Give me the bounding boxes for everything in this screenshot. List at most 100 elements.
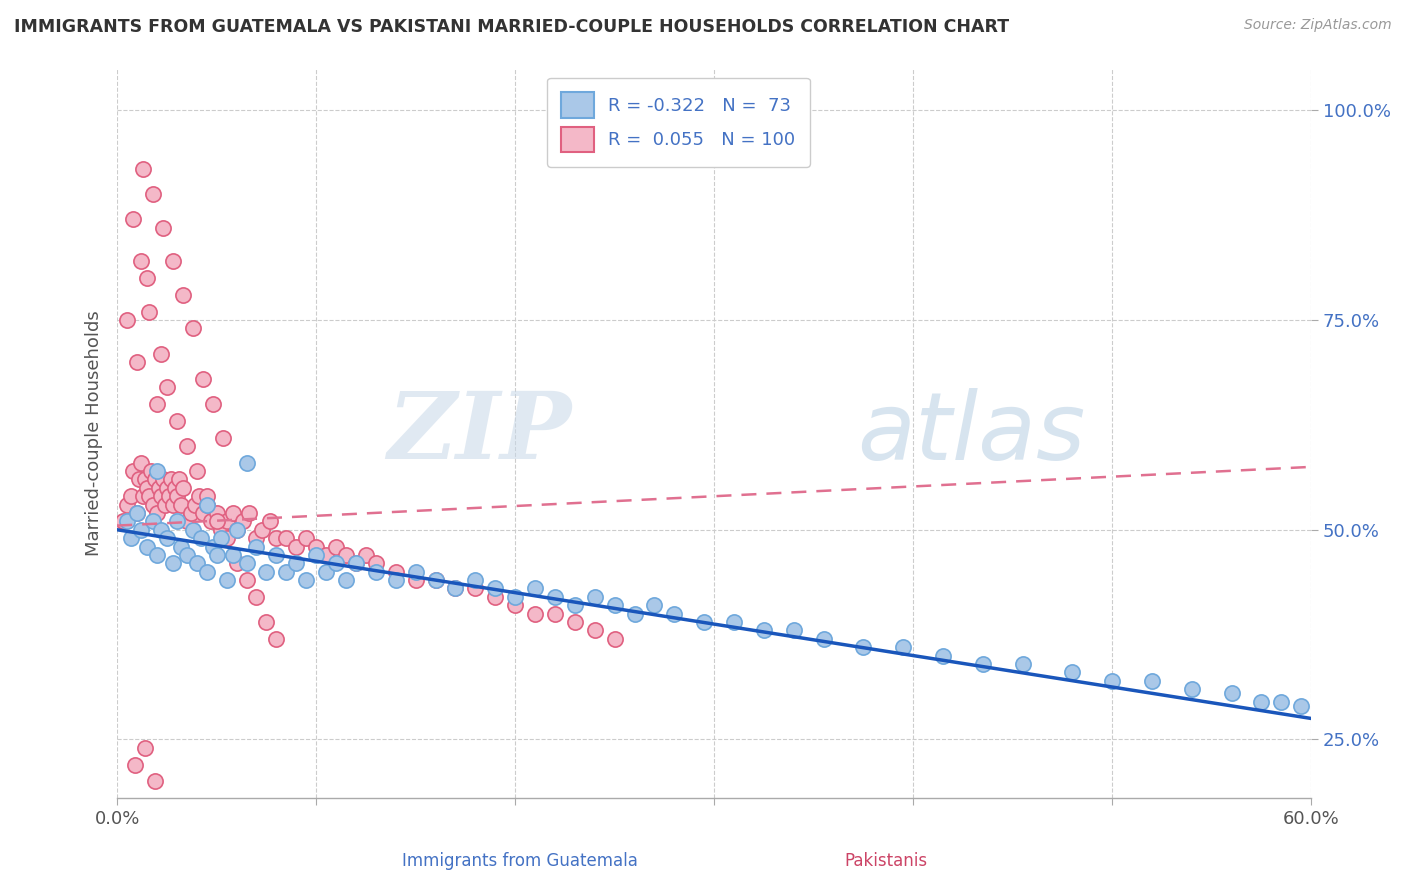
Point <box>1062 665 1084 680</box>
Point <box>221 506 243 520</box>
Point <box>225 557 247 571</box>
Point <box>201 540 224 554</box>
Point <box>295 531 318 545</box>
Point <box>146 464 169 478</box>
Point <box>211 430 233 444</box>
Point <box>136 271 159 285</box>
Point <box>166 489 188 503</box>
Point <box>285 557 308 571</box>
Point <box>115 515 138 529</box>
Point <box>364 565 387 579</box>
Point <box>1289 698 1312 713</box>
Point <box>156 380 179 394</box>
Point <box>221 548 243 562</box>
Point <box>191 506 214 520</box>
Point <box>142 515 165 529</box>
Point <box>127 506 149 520</box>
Point <box>176 515 198 529</box>
Point <box>385 573 408 587</box>
Point <box>752 624 775 638</box>
Point <box>172 288 194 302</box>
Point <box>664 607 686 621</box>
Point <box>172 481 194 495</box>
Point <box>335 548 357 562</box>
Point <box>181 321 204 335</box>
Point <box>295 573 318 587</box>
Point <box>195 489 218 503</box>
Point <box>405 565 427 579</box>
Point <box>484 582 506 596</box>
Point <box>503 599 526 613</box>
Point <box>544 590 567 604</box>
Point <box>149 489 172 503</box>
Point <box>583 590 606 604</box>
Point <box>235 573 257 587</box>
Point <box>238 506 260 520</box>
Point <box>256 615 278 629</box>
Point <box>142 187 165 202</box>
Point <box>170 498 193 512</box>
Point <box>176 548 198 562</box>
Text: Immigrants from Guatemala: Immigrants from Guatemala <box>402 852 638 870</box>
Point <box>132 162 155 177</box>
Point <box>181 523 204 537</box>
Point <box>205 515 228 529</box>
Point <box>186 464 208 478</box>
Point <box>200 515 222 529</box>
Point <box>115 498 138 512</box>
Point <box>266 548 288 562</box>
Point <box>364 557 387 571</box>
Point <box>385 565 408 579</box>
Point <box>156 531 179 545</box>
Point <box>146 548 169 562</box>
Point <box>180 506 202 520</box>
Point <box>201 397 224 411</box>
Point <box>146 397 169 411</box>
Point <box>276 565 298 579</box>
Point <box>215 573 238 587</box>
Point <box>139 464 162 478</box>
Point <box>256 565 278 579</box>
Point <box>167 473 190 487</box>
Point <box>209 531 232 545</box>
Y-axis label: Married-couple Households: Married-couple Households <box>86 310 103 557</box>
Point <box>723 615 745 629</box>
Point <box>972 657 994 671</box>
Point <box>112 515 135 529</box>
Point <box>195 565 218 579</box>
Point <box>205 548 228 562</box>
Point <box>783 624 806 638</box>
Point <box>354 548 377 562</box>
Point <box>195 498 218 512</box>
Point <box>245 590 267 604</box>
Point <box>932 648 955 663</box>
Point <box>1140 673 1163 688</box>
Point <box>170 540 193 554</box>
Point <box>148 481 170 495</box>
Point <box>225 523 247 537</box>
Point <box>215 515 238 529</box>
Point <box>603 632 626 646</box>
Point <box>693 615 716 629</box>
Point <box>152 220 174 235</box>
Point <box>305 548 328 562</box>
Point <box>129 456 152 470</box>
Point <box>232 515 254 529</box>
Point <box>127 506 149 520</box>
Point <box>643 599 665 613</box>
Point <box>444 582 467 596</box>
Point <box>276 531 298 545</box>
Point <box>176 439 198 453</box>
Point <box>152 473 174 487</box>
Point <box>120 531 142 545</box>
Point <box>162 557 184 571</box>
Point <box>120 489 142 503</box>
Legend: R = -0.322   N =  73, R =  0.055   N = 100: R = -0.322 N = 73, R = 0.055 N = 100 <box>547 78 810 167</box>
Point <box>134 473 156 487</box>
Point <box>205 506 228 520</box>
Point <box>1270 695 1292 709</box>
Point <box>344 557 367 571</box>
Point <box>623 607 645 621</box>
Point <box>524 582 547 596</box>
Point <box>225 523 247 537</box>
